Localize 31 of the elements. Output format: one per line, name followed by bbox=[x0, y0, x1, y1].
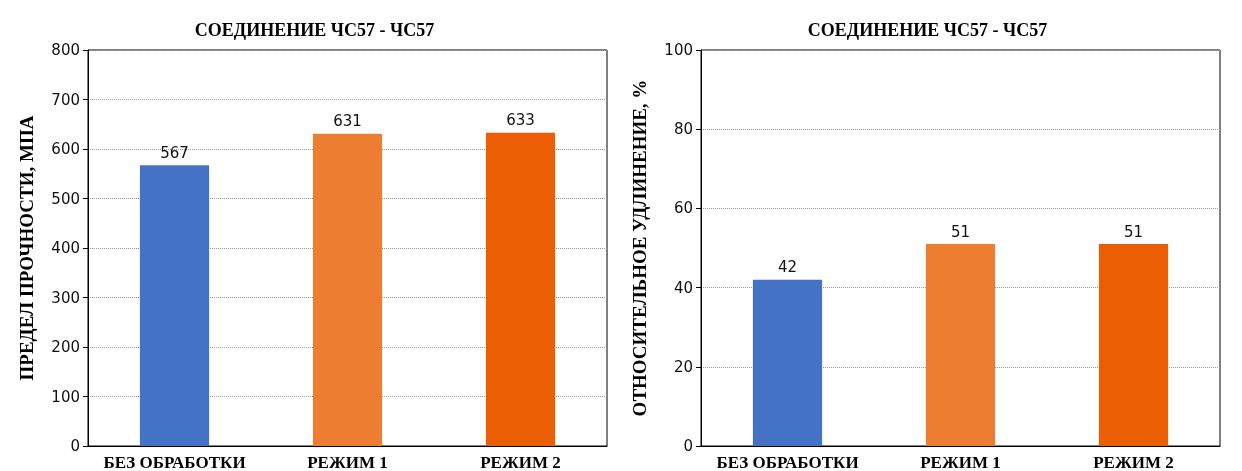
x-tick-label: РЕЖИМ 2 bbox=[1093, 453, 1174, 471]
y-tick-label: 200 bbox=[51, 338, 80, 356]
data-label: 631 bbox=[333, 112, 362, 131]
data-label: 51 bbox=[1123, 222, 1144, 241]
y-tick-label: 800 bbox=[51, 41, 80, 59]
data-label: 42 bbox=[777, 258, 798, 277]
y-tick-label: 500 bbox=[51, 189, 80, 208]
y-tick-label: 700 bbox=[51, 90, 80, 109]
y-tick-label: 300 bbox=[51, 288, 80, 307]
y-tick-label: 80 bbox=[673, 120, 693, 139]
data-label: 51 bbox=[950, 222, 971, 241]
y-tick-label: 0 bbox=[70, 437, 80, 455]
data-label: 633 bbox=[506, 111, 535, 130]
x-tick-label: РЕЖИМ 1 bbox=[307, 453, 388, 471]
data-label: 567 bbox=[160, 143, 189, 162]
chart-title: СОЕДИНЕНИЕ ЧС57 - ЧС57 bbox=[194, 20, 435, 40]
y-tick-label: 100 bbox=[664, 41, 693, 59]
y-axis-title: ОТНОСИТЕЛЬНОЕ УДЛИНЕНИЕ, % bbox=[629, 79, 650, 417]
x-tick-label: РЕЖИМ 2 bbox=[480, 453, 561, 471]
y-tick-label: 40 bbox=[673, 278, 693, 297]
y-tick-label: 400 bbox=[51, 239, 80, 257]
y-axis-title: ПРЕДЕЛ ПРОЧНОСТИ, МПА bbox=[16, 115, 37, 381]
y-tick-label: 0 bbox=[683, 437, 693, 455]
chart-title: СОЕДИНЕНИЕ ЧС57 - ЧС57 bbox=[807, 20, 1048, 40]
y-tick-label: 100 bbox=[51, 387, 80, 406]
y-tick-label: 60 bbox=[673, 199, 693, 218]
y-tick-label: 600 bbox=[51, 140, 80, 158]
x-tick-label: БЕЗ ОБРАБОТКИ bbox=[716, 453, 859, 471]
x-tick-label: РЕЖИМ 1 bbox=[920, 453, 1001, 471]
x-tick-label: БЕЗ ОБРАБОТКИ bbox=[103, 453, 246, 471]
y-tick-label: 20 bbox=[673, 357, 693, 376]
